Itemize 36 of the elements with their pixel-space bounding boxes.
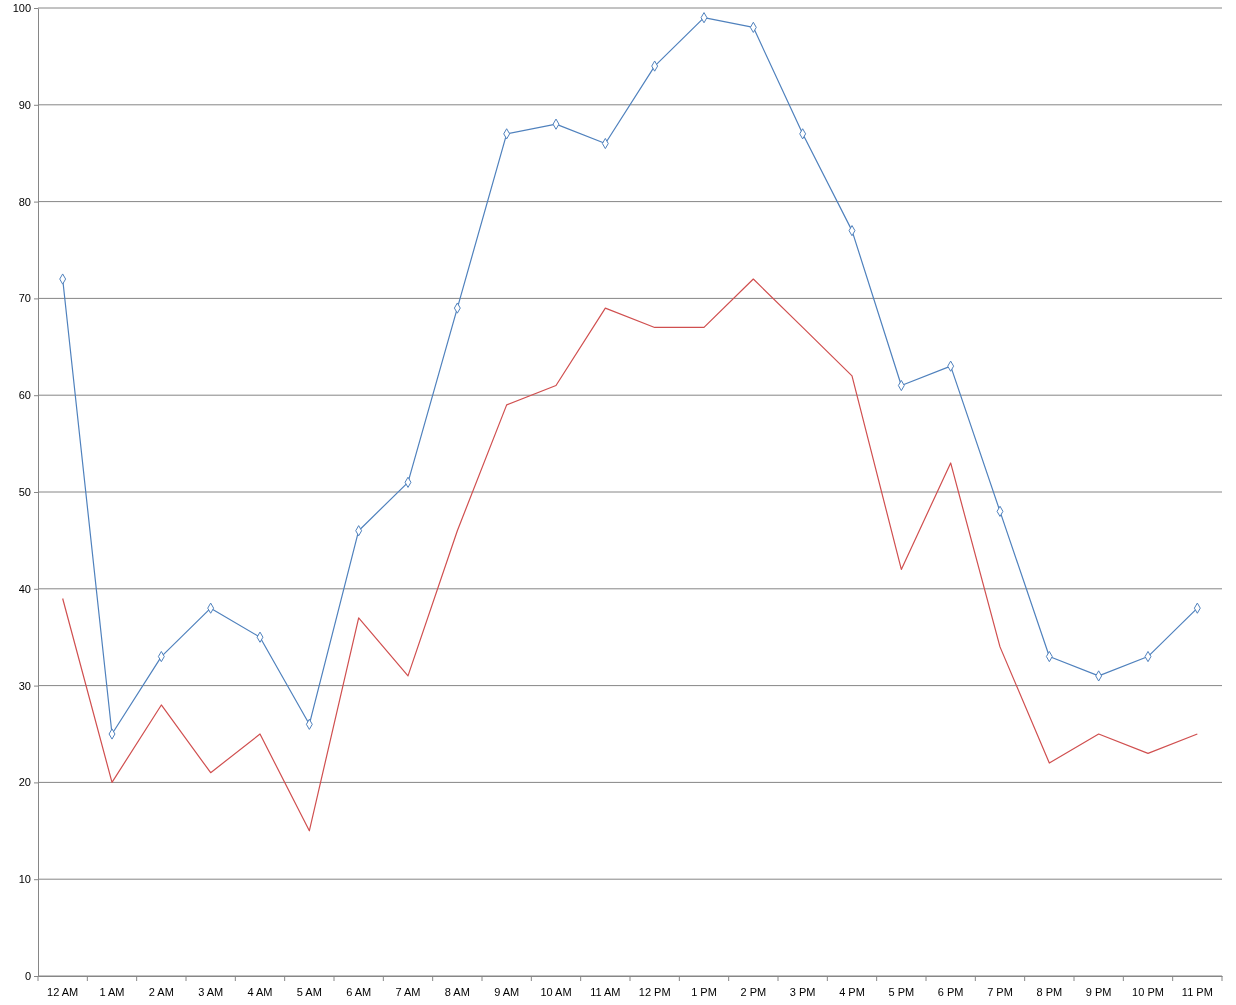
x-tick-label: 10 PM <box>1132 985 1164 998</box>
x-tick-label: 11 AM <box>590 985 621 998</box>
x-tick-label: 6 PM <box>937 985 964 998</box>
x-tick-label: 4 PM <box>839 985 865 998</box>
y-tick-label: 40 <box>18 582 31 595</box>
x-tick-label: 7 PM <box>987 985 1013 998</box>
x-tick-label: 9 AM <box>494 985 520 998</box>
x-tick-label: 1 AM <box>99 985 125 998</box>
y-tick-label: 50 <box>18 486 31 499</box>
y-tick-label: 30 <box>18 679 31 692</box>
y-tick-label: 0 <box>24 970 31 983</box>
x-tick-label: 7 AM <box>395 985 421 998</box>
x-tick-label: 8 PM <box>1036 985 1063 998</box>
y-tick-label: 70 <box>18 292 31 305</box>
y-tick-label: 60 <box>18 389 31 402</box>
x-tick-label: 12 AM <box>47 985 79 998</box>
y-tick-label: 90 <box>18 98 31 111</box>
x-tick-label: 12 PM <box>638 985 671 998</box>
x-tick-label: 2 PM <box>740 985 767 998</box>
x-tick-label: 5 AM <box>296 985 322 998</box>
x-tick-label: 4 AM <box>247 985 273 998</box>
x-tick-label: 3 PM <box>789 985 816 998</box>
y-tick-label: 80 <box>18 195 31 208</box>
x-tick-label: 9 PM <box>1085 985 1112 998</box>
x-tick-label: 2 AM <box>148 985 174 998</box>
x-tick-label: 10 AM <box>540 985 572 998</box>
y-tick-label: 20 <box>18 776 31 789</box>
y-tick-label: 10 <box>18 873 31 886</box>
line-series <box>62 278 1198 832</box>
x-tick-label: 6 AM <box>346 985 372 998</box>
x-tick-label: 11 PM <box>1181 985 1213 998</box>
x-tick-label: 3 AM <box>198 985 224 998</box>
x-tick-label: 5 PM <box>888 985 915 998</box>
x-tick-label: 1 PM <box>691 985 717 998</box>
y-tick-label: 100 <box>12 2 31 15</box>
x-tick-label: 8 AM <box>444 985 470 998</box>
